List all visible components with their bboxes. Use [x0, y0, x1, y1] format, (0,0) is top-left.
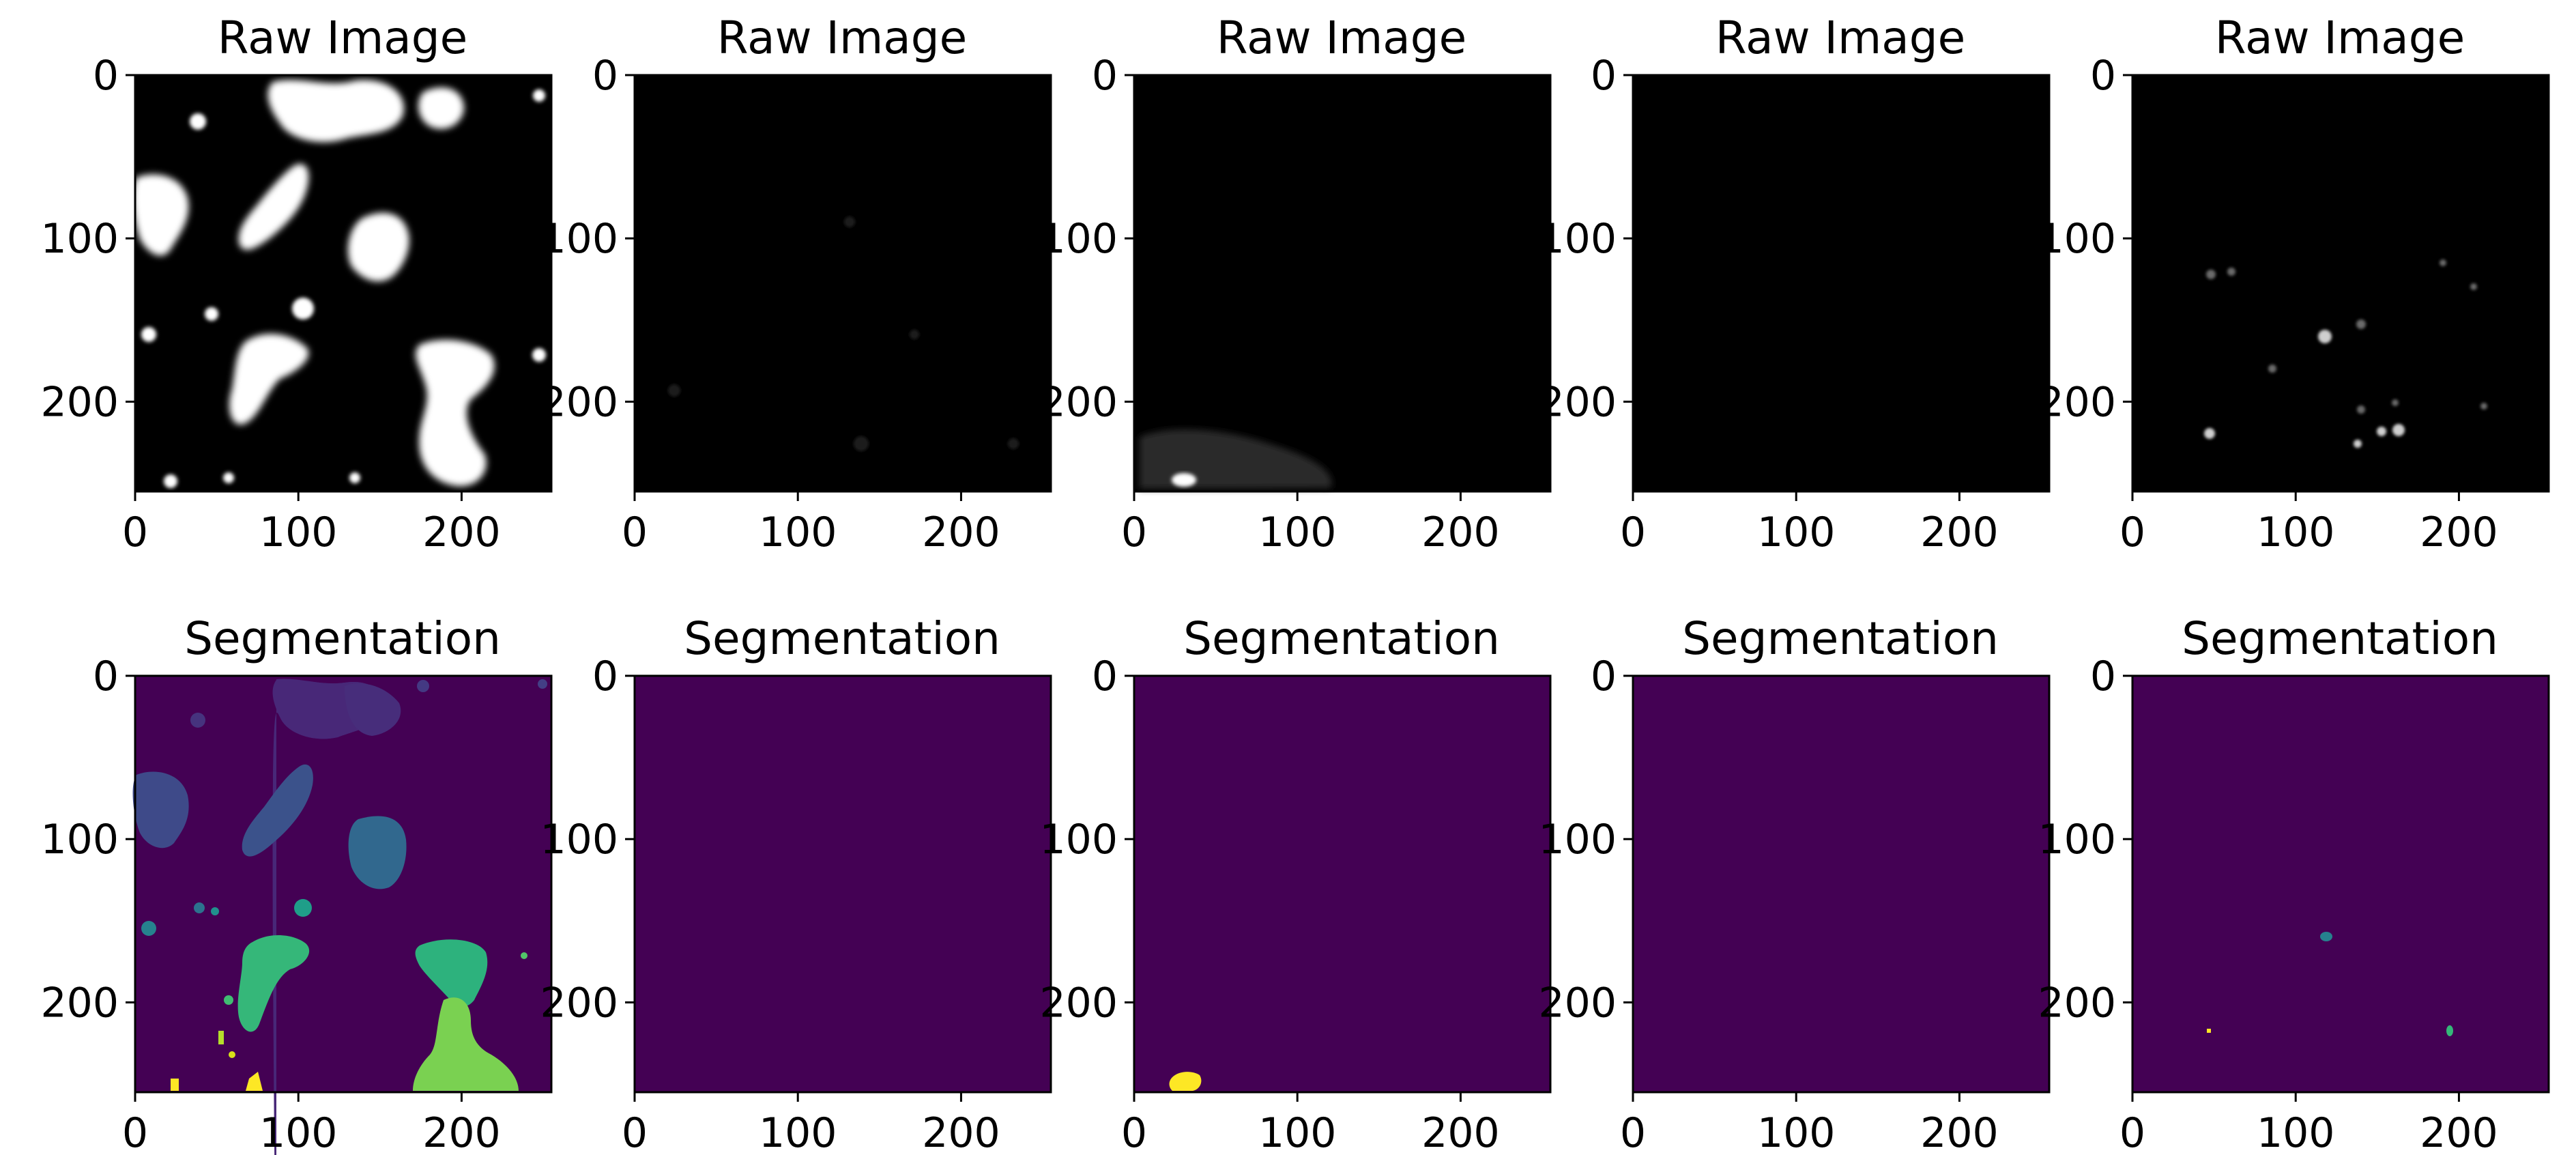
y-tick-label: 0 [1591, 52, 1617, 100]
x-tick-label: 200 [1920, 509, 1999, 556]
y-tick-label: 0 [93, 52, 119, 100]
x-tick-label: 100 [2257, 509, 2335, 556]
x-tick-label: 200 [922, 1109, 1000, 1155]
y-tick-label: 0 [2090, 52, 2116, 100]
y-tick-label: 200 [1538, 378, 1617, 426]
x-tick-label: 200 [1421, 1109, 1500, 1155]
x-tick-label: 0 [622, 509, 648, 556]
y-tick-label: 100 [1538, 816, 1617, 864]
x-tick-label: 0 [622, 1109, 648, 1155]
image-raw-4 [1633, 75, 2049, 491]
panel-title: Segmentation [684, 612, 1000, 665]
x-tick-label: 200 [1920, 1109, 1999, 1155]
y-tick-label: 100 [1538, 215, 1617, 263]
y-tick-label: 100 [540, 215, 618, 263]
y-tick-label: 200 [2038, 979, 2116, 1027]
x-tick-label: 0 [122, 1109, 148, 1155]
y-tick-label: 200 [2038, 378, 2116, 426]
y-tick-label: 100 [40, 215, 119, 263]
panel-seg-1: Segmentation [132, 612, 553, 1155]
y-tick-label: 100 [1039, 816, 1118, 864]
x-tick-label: 200 [1421, 509, 1500, 556]
panel-raw-4: Raw Image [1632, 12, 2051, 493]
y-tick-label: 100 [40, 816, 119, 864]
x-tick-label: 100 [1258, 1109, 1337, 1155]
y-tick-label: 200 [540, 378, 618, 426]
x-tick-label: 100 [1258, 509, 1337, 556]
axes-layer: 0 100 200 0 100 200 0 100 200 0 100 200 0 100 200 0 100 2… [40, 52, 2498, 1155]
y-tick-label: 100 [540, 816, 618, 864]
y-tick-label: 100 [1039, 215, 1118, 263]
y-tick-label: 100 [2038, 816, 2116, 864]
y-tick-label: 200 [540, 979, 618, 1027]
x-tick-label: 100 [259, 1109, 338, 1155]
x-tick-label: 200 [922, 509, 1000, 556]
image-seg-3 [1134, 676, 1550, 1092]
panel-title: Raw Image [218, 12, 468, 64]
y-tick-label: 200 [1538, 979, 1617, 1027]
x-tick-label: 200 [2420, 509, 2498, 556]
y-tick-label: 0 [592, 52, 618, 100]
panel-title: Segmentation [1183, 612, 1500, 665]
x-tick-label: 0 [122, 509, 148, 556]
image-raw-1 [132, 75, 551, 491]
y-tick-label: 200 [1039, 378, 1118, 426]
image-raw-2 [635, 75, 1051, 491]
panel-raw-5: Raw Image [2131, 12, 2550, 493]
x-tick-label: 0 [1121, 1109, 1147, 1155]
panel-title: Raw Image [717, 12, 968, 64]
x-tick-label: 100 [759, 509, 837, 556]
y-tick-label: 0 [1092, 52, 1118, 100]
image-raw-5 [2132, 75, 2549, 491]
panel-title: Raw Image [1716, 12, 1966, 64]
y-tick-label: 200 [40, 378, 119, 426]
y-tick-label: 0 [1591, 653, 1617, 700]
x-tick-label: 100 [2257, 1109, 2335, 1155]
panel-raw-3: Raw Image [1133, 12, 1552, 493]
x-tick-label: 200 [2420, 1109, 2498, 1155]
panel-seg-4: Segmentation [1632, 612, 2051, 1094]
y-tick-label: 200 [40, 979, 119, 1027]
x-tick-label: 0 [1121, 509, 1147, 556]
image-seg-4 [1633, 676, 2049, 1092]
y-tick-label: 0 [93, 653, 119, 700]
panel-title: Segmentation [184, 612, 501, 665]
image-seg-1 [132, 676, 551, 1155]
image-seg-5 [2132, 676, 2549, 1092]
panel-title: Raw Image [1217, 12, 1467, 64]
panel-title: Segmentation [2182, 612, 2498, 665]
y-tick-label: 0 [592, 653, 618, 700]
panel-seg-3: Segmentation [1133, 612, 1552, 1094]
y-tick-label: 100 [2038, 215, 2116, 263]
panel-seg-5: Segmentation [2131, 612, 2550, 1094]
image-raw-3 [1134, 75, 1550, 491]
panel-title: Segmentation [1682, 612, 1999, 665]
panel-title: Raw Image [2215, 12, 2465, 64]
x-tick-label: 200 [422, 509, 501, 556]
x-tick-label: 0 [1620, 509, 1646, 556]
x-tick-label: 0 [1620, 1109, 1646, 1155]
x-tick-label: 100 [759, 1109, 837, 1155]
x-tick-label: 100 [1757, 1109, 1836, 1155]
y-tick-label: 200 [1039, 979, 1118, 1027]
panel-raw-2: Raw Image [633, 12, 1052, 493]
y-tick-label: 0 [2090, 653, 2116, 700]
y-tick-label: 0 [1092, 653, 1118, 700]
x-tick-label: 100 [1757, 509, 1836, 556]
x-tick-label: 0 [2119, 509, 2145, 556]
x-tick-label: 0 [2119, 1109, 2145, 1155]
image-seg-2 [635, 676, 1051, 1092]
x-tick-label: 200 [422, 1109, 501, 1155]
x-tick-label: 100 [259, 509, 338, 556]
panel-raw-1: Raw Image [132, 12, 553, 493]
panel-seg-2: Segmentation [633, 612, 1052, 1094]
